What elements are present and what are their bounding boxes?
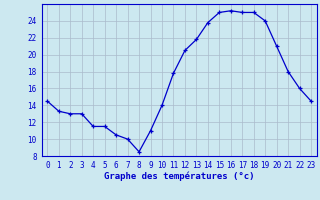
X-axis label: Graphe des températures (°c): Graphe des températures (°c) xyxy=(104,171,254,181)
